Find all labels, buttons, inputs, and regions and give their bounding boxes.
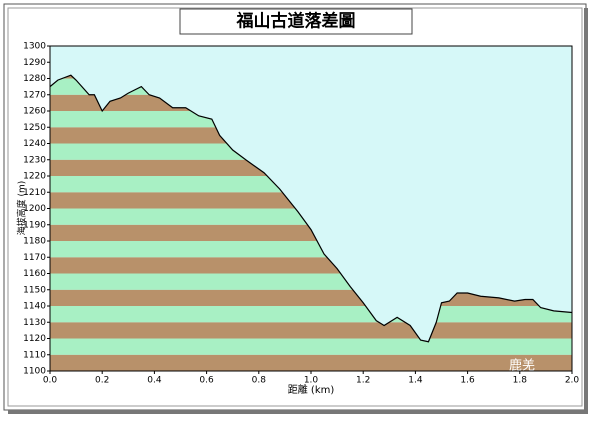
- shadow: [8, 410, 588, 414]
- y-axis-label: 海拔高度 (m): [16, 181, 28, 236]
- y-tick-label: 1220: [23, 172, 46, 182]
- y-tick-label: 1110: [23, 350, 46, 360]
- y-tick-label: 1240: [23, 139, 46, 149]
- y-tick-label: 1140: [23, 302, 46, 312]
- x-tick-label: 1.4: [408, 376, 423, 386]
- y-tick-label: 1260: [23, 107, 46, 117]
- shadow: [584, 8, 588, 412]
- y-tick-label: 1230: [23, 155, 46, 165]
- profile-line: [49, 74, 573, 343]
- y-tick-label: 1250: [23, 123, 46, 133]
- inner-frame: [7, 7, 583, 407]
- y-tick-label: 1210: [23, 188, 46, 198]
- y-tick-label: 1130: [23, 318, 46, 328]
- y-tick-label: 1200: [23, 204, 46, 214]
- stripe: [50, 354, 572, 371]
- x-tick-label: 1.2: [356, 376, 370, 386]
- x-tick-label: 1.6: [460, 376, 475, 386]
- x-axis-label: 距離 (km): [288, 383, 335, 396]
- stripe: [50, 338, 572, 355]
- y-tick-label: 1270: [23, 90, 46, 100]
- y-tick-label: 1180: [23, 237, 46, 247]
- y-tick-label: 1160: [23, 269, 46, 279]
- x-tick-label: 0.8: [252, 376, 267, 386]
- y-tick-label: 1280: [23, 74, 46, 84]
- x-tick-label: 0.6: [199, 376, 214, 386]
- y-tick-label: 1170: [23, 253, 46, 263]
- y-tick-label: 1150: [23, 285, 46, 295]
- stripe: [50, 322, 572, 339]
- y-tick-label: 1190: [23, 220, 46, 230]
- x-tick-label: 1.8: [513, 376, 528, 386]
- x-tick-label: 0.4: [147, 376, 162, 386]
- title-box: [179, 8, 413, 35]
- x-tick-label: 2.0: [565, 376, 580, 386]
- x-tick-label: 0.2: [95, 376, 109, 386]
- x-tick-label: 1.0: [304, 376, 319, 386]
- x-tick-label: 0.0: [43, 376, 58, 386]
- y-tick-label: 1120: [23, 334, 46, 344]
- watermark: 鹿羌: [509, 358, 535, 374]
- y-tick-label: 1300: [23, 42, 46, 52]
- y-tick-label: 1290: [23, 58, 46, 68]
- chart-title: 福山古道落差圖: [236, 11, 356, 32]
- y-tick-label: 1100: [23, 367, 46, 377]
- stripe: [50, 306, 572, 323]
